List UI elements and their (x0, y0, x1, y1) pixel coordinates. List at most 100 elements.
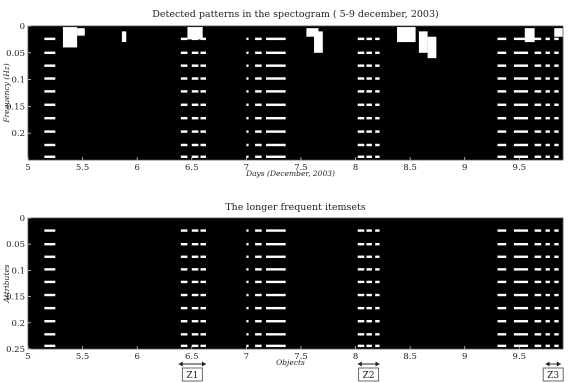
pattern-cell (375, 143, 380, 147)
pattern-cell (266, 37, 286, 41)
pattern-cell (246, 51, 249, 55)
pattern-cell (366, 51, 372, 55)
pattern-cell (266, 268, 286, 271)
pattern-cell (366, 103, 372, 107)
pattern-cell (266, 64, 286, 67)
x-tick-label: 7.5 (294, 163, 308, 173)
pattern-cell (266, 293, 286, 297)
pattern-cell (545, 293, 550, 297)
pattern-cell (246, 344, 249, 348)
pattern-cell (554, 64, 559, 67)
pattern-cell (200, 333, 206, 336)
pattern-cell (200, 116, 206, 120)
zone-label-box (358, 367, 380, 382)
pattern-cell (44, 130, 56, 133)
pattern-cell (357, 280, 365, 284)
pattern-cell (246, 255, 249, 258)
pattern-cell (554, 333, 559, 336)
pattern-cell (180, 90, 188, 93)
pattern-cell (375, 293, 380, 297)
pattern-cell (357, 320, 365, 323)
pattern-cell (545, 333, 550, 336)
x-tick-label: 8 (353, 163, 358, 173)
pattern-cell (200, 64, 206, 67)
pattern-cell (246, 268, 249, 271)
pattern-cell (255, 320, 262, 323)
pattern-cell (513, 64, 529, 67)
pattern-cell (366, 155, 372, 159)
spectrogram-panel: 5 5.5 6 6.5 7 7.5 8 8.5 9 9.5 0 0.05 0.1 0.15 0.2 Detec… (2, 9, 564, 178)
pattern-cell (545, 143, 550, 147)
pattern-cell (246, 155, 249, 159)
pattern-cell (266, 344, 286, 348)
pattern-cell (44, 268, 56, 271)
pattern-cell (357, 155, 365, 159)
pattern-cell (180, 243, 188, 246)
x-tick-label: 7.5 (294, 352, 308, 362)
pattern-cell (44, 155, 56, 159)
pattern-cell (545, 116, 550, 120)
chart-title: Detected patterns in the spectogram ( 5-… (152, 9, 438, 20)
pattern-cell (366, 268, 372, 271)
pattern-cell (200, 306, 206, 310)
pattern-cell (513, 130, 529, 133)
pattern-cell (44, 143, 56, 147)
zone-arrow-right-head (556, 361, 561, 367)
zone-arrow-left-head (357, 361, 362, 367)
pattern-cell (375, 116, 380, 120)
pattern-cell (255, 333, 262, 336)
pattern-cell (357, 37, 365, 41)
pattern-cell (497, 293, 507, 297)
pattern-cell (44, 255, 56, 258)
pattern-cell (357, 130, 365, 133)
pattern-cell (534, 116, 542, 120)
pattern-cell (497, 255, 507, 258)
y-tick-label: 0.05 (6, 49, 25, 59)
pattern-cell (545, 306, 550, 310)
noise-blob (77, 28, 85, 36)
pattern-cell (266, 333, 286, 336)
pattern-cell (513, 306, 529, 310)
pattern-cell (375, 155, 380, 159)
plot-background (28, 218, 563, 349)
pattern-cell (200, 37, 206, 41)
pattern-cell (366, 130, 372, 133)
pattern-cell (357, 51, 365, 55)
pattern-cell (357, 90, 365, 93)
pattern-cell (375, 268, 380, 271)
pattern-cell (497, 333, 507, 336)
pattern-cell (246, 64, 249, 67)
pattern-cell (497, 103, 507, 107)
pattern-cell (357, 143, 365, 147)
pattern-cell (497, 77, 507, 80)
pattern-cell (200, 155, 206, 159)
pattern-cell (366, 64, 372, 67)
pattern-cell (200, 280, 206, 284)
pattern-cell (357, 243, 365, 246)
pattern-cell (44, 344, 56, 348)
pattern-cell (44, 116, 56, 120)
pattern-cell (44, 306, 56, 310)
pattern-cell (255, 155, 262, 159)
x-tick-label: 7 (244, 163, 249, 173)
x-tick-label: 6 (134, 352, 139, 362)
pattern-cell (534, 64, 542, 67)
pattern-cell (180, 320, 188, 323)
pattern-cell (180, 77, 188, 80)
pattern-cell (180, 143, 188, 147)
noise-blob (524, 28, 535, 43)
pattern-cell (513, 51, 529, 55)
x-tick-label: 8.5 (403, 163, 417, 173)
pattern-cell (513, 268, 529, 271)
x-tick-label: 8.5 (403, 352, 417, 362)
pattern-cell (366, 293, 372, 297)
pattern-cell (513, 243, 529, 246)
pattern-cell (545, 155, 550, 159)
pattern-cell (246, 116, 249, 120)
pattern-cell (534, 333, 542, 336)
y-tick-label: 0.25 (6, 345, 25, 355)
pattern-cell (246, 333, 249, 336)
pattern-cell (375, 243, 380, 246)
x-tick-label: 9 (462, 163, 467, 173)
x-tick-label: 6.5 (185, 163, 199, 173)
